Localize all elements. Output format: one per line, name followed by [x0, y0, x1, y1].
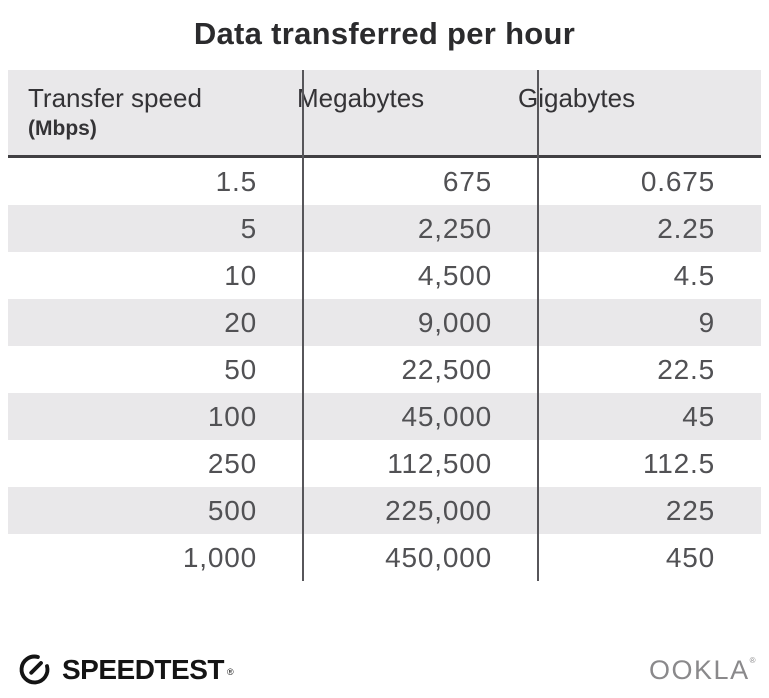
- table-header-row: Transfer speed (Mbps) Megabytes Gigabyte…: [8, 70, 761, 158]
- table-cell: 0.675: [640, 166, 715, 197]
- table-cell: 4.5: [673, 260, 715, 291]
- registered-trademark-icon: ®: [226, 666, 234, 677]
- table-cell: 112.5: [643, 448, 715, 479]
- column-header-gigabytes: Gigabytes: [504, 70, 713, 155]
- table-cell: 9,000: [417, 307, 492, 338]
- ookla-wordmark: OOKLA: [649, 655, 750, 685]
- table-cell: 9: [698, 307, 715, 338]
- table-cell: 112,500: [387, 448, 492, 479]
- table-cell: 2.25: [657, 213, 715, 244]
- table-cell: 5: [240, 213, 257, 244]
- table-row: 50 22,500 22.5: [8, 346, 761, 393]
- table-cell: 100: [207, 401, 257, 432]
- table-cell: 450: [665, 542, 715, 573]
- table-row: 5 2,250 2.25: [8, 205, 761, 252]
- table-row: 10 4,500 4.5: [8, 252, 761, 299]
- table-cell: 250: [207, 448, 257, 479]
- table-row: 1.5 675 0.675: [8, 158, 761, 205]
- speedtest-wordmark: SPEEDTEST: [62, 653, 224, 685]
- table-cell: 2,250: [417, 213, 492, 244]
- table-cell: 4,500: [417, 260, 492, 291]
- table-row: 250 112,500 112.5: [8, 440, 761, 487]
- speedometer-icon: [16, 651, 53, 688]
- data-table: Transfer speed (Mbps) Megabytes Gigabyte…: [8, 70, 761, 581]
- column-header-label: Gigabytes: [518, 83, 636, 113]
- ookla-logo: OOKLA®: [649, 655, 757, 686]
- table-cell: 1.5: [215, 166, 257, 197]
- table-cell: 225: [665, 495, 715, 526]
- column-divider: [302, 70, 304, 581]
- table-cell: 45,000: [401, 401, 492, 432]
- table-row: 20 9,000 9: [8, 299, 761, 346]
- column-header-unit: (Mbps): [28, 117, 97, 140]
- table-cell: 450,000: [385, 542, 492, 573]
- trademark-icon: ®: [749, 656, 757, 665]
- table-row: 100 45,000 45: [8, 393, 761, 440]
- table-cell: 10: [224, 260, 257, 291]
- table-cell: 22,500: [401, 354, 492, 385]
- table-cell: 675: [442, 166, 492, 197]
- table-row: 1,000 450,000 450: [8, 534, 761, 581]
- table-body: 1.5 675 0.675 5 2,250 2.25 10 4,500 4.5 20 9,000 9 5…: [8, 158, 761, 581]
- speedtest-logo: SPEEDTEST ®: [16, 651, 234, 688]
- table-cell: 225,000: [385, 495, 492, 526]
- column-header-label: Transfer speed: [28, 83, 202, 113]
- table-cell: 50: [224, 354, 257, 385]
- table-row: 500 225,000 225: [8, 487, 761, 534]
- table-cell: 20: [224, 307, 257, 338]
- column-header-transfer-speed: Transfer speed (Mbps): [8, 70, 283, 155]
- column-divider: [537, 70, 539, 581]
- table-cell: 500: [207, 495, 257, 526]
- column-header-megabytes: Megabytes: [283, 70, 504, 155]
- table-cell: 45: [682, 401, 715, 432]
- table-cell: 1,000: [182, 542, 257, 573]
- table-cell: 22.5: [657, 354, 715, 385]
- column-header-label: Megabytes: [297, 83, 425, 113]
- page-title: Data transferred per hour: [193, 16, 576, 51]
